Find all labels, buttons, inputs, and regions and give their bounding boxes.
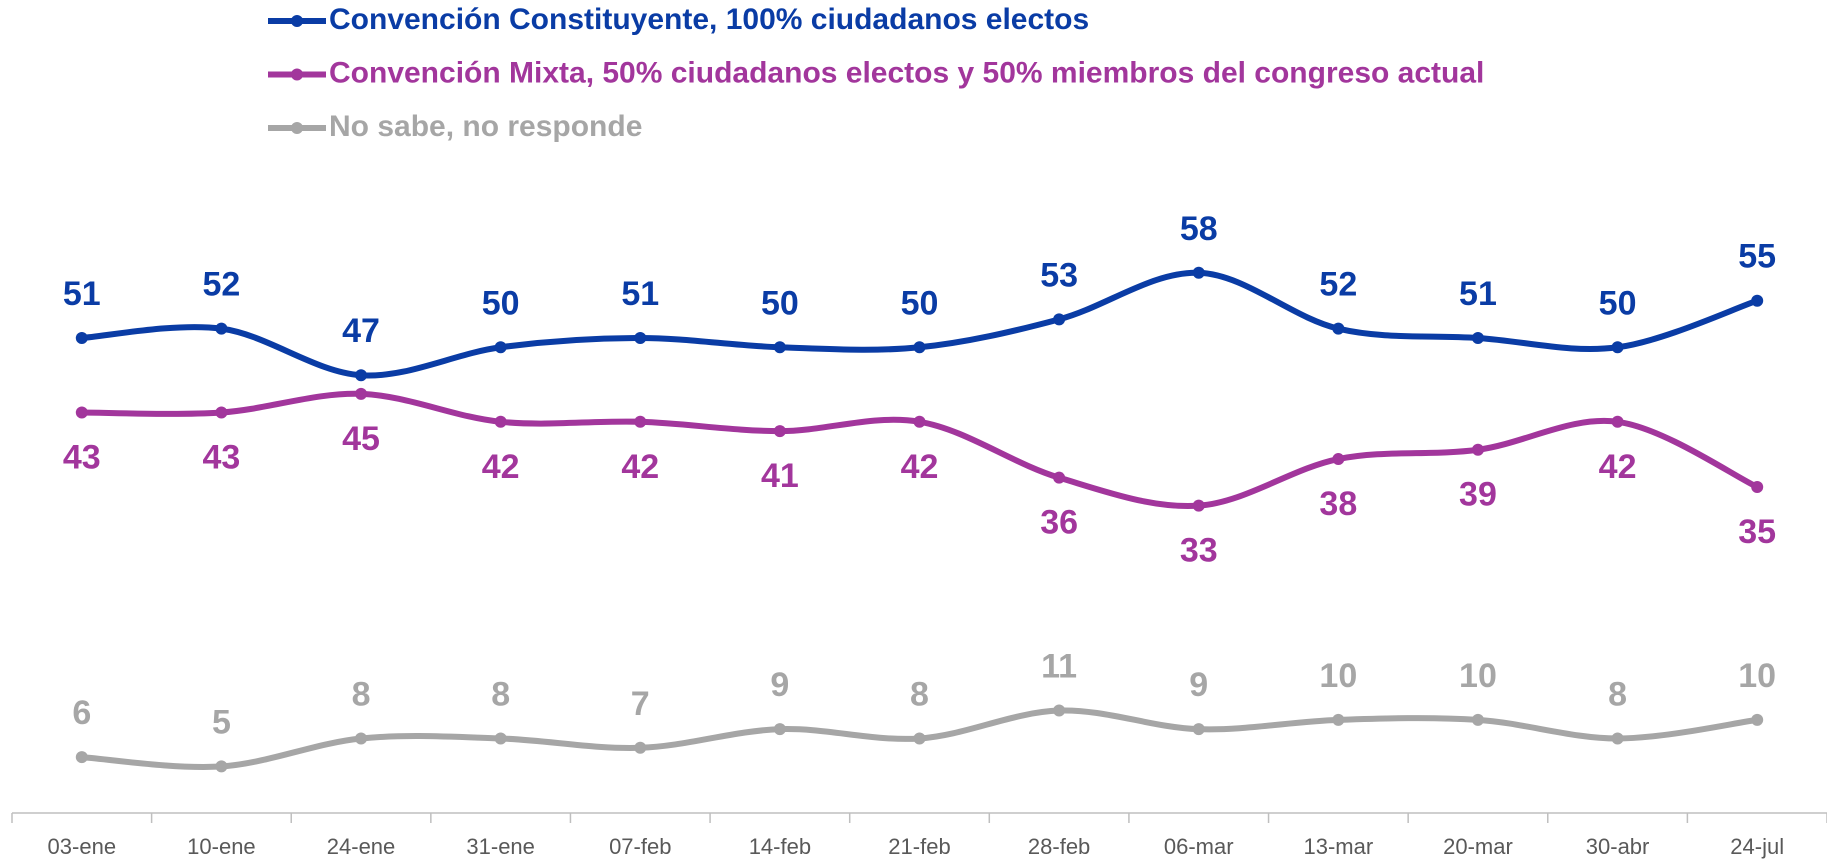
data-point — [1471, 713, 1484, 726]
data-label: 5 — [212, 703, 231, 741]
data-point — [634, 741, 647, 754]
data-label: 43 — [203, 438, 241, 476]
data-point — [1611, 415, 1624, 428]
data-point — [1332, 453, 1345, 466]
x-tick-label: 30-abr — [1586, 834, 1650, 859]
data-point — [1332, 713, 1345, 726]
data-label: 51 — [1459, 275, 1497, 313]
data-point — [1192, 499, 1205, 512]
data-point — [494, 341, 507, 354]
data-point — [1611, 341, 1624, 354]
x-tick-label: 06-mar — [1164, 834, 1234, 859]
data-point — [1471, 443, 1484, 456]
data-label: 51 — [63, 275, 101, 313]
x-tick-label: 03-ene — [48, 834, 117, 859]
data-label: 9 — [770, 666, 789, 704]
x-tick-label: 10-ene — [187, 834, 256, 859]
data-label: 6 — [72, 694, 91, 732]
data-point — [1053, 704, 1066, 717]
data-point — [494, 415, 507, 428]
data-label: 42 — [621, 448, 659, 486]
data-label: 8 — [1608, 675, 1627, 713]
data-label: 36 — [1040, 504, 1078, 542]
data-point — [75, 331, 88, 344]
data-point — [215, 760, 228, 773]
data-label: 8 — [491, 675, 510, 713]
data-point — [355, 387, 368, 400]
x-tick-label: 13-mar — [1304, 834, 1374, 859]
legend-label: Convención Mixta, 50% ciudadanos electos… — [329, 56, 1484, 89]
data-point — [773, 425, 786, 438]
x-tick-label: 28-feb — [1028, 834, 1090, 859]
data-label: 43 — [63, 438, 101, 476]
x-tick-label: 20-mar — [1443, 834, 1513, 859]
data-label: 53 — [1040, 256, 1078, 294]
data-label: 10 — [1738, 657, 1776, 695]
x-tick-label: 24-ene — [327, 834, 396, 859]
data-point — [1471, 331, 1484, 344]
legend-marker — [291, 68, 303, 81]
x-tick-label: 07-feb — [609, 834, 671, 859]
data-label: 55 — [1738, 238, 1776, 276]
legend-label: Convención Constituyente, 100% ciudadano… — [329, 3, 1089, 36]
data-point — [773, 723, 786, 736]
data-point — [215, 406, 228, 419]
data-label: 10 — [1459, 657, 1497, 695]
data-point — [1751, 294, 1764, 307]
data-label: 8 — [910, 675, 929, 713]
data-point — [355, 369, 368, 382]
data-label: 50 — [1599, 284, 1637, 322]
x-tick-label: 31-ene — [466, 834, 535, 859]
data-point — [1332, 322, 1345, 335]
data-label: 10 — [1319, 657, 1357, 695]
data-label: 50 — [901, 284, 939, 322]
data-label: 35 — [1738, 513, 1776, 551]
data-label: 38 — [1319, 485, 1357, 523]
data-label: 52 — [1319, 266, 1357, 304]
data-label: 58 — [1180, 210, 1218, 248]
data-point — [355, 732, 368, 745]
legend-marker — [291, 15, 303, 27]
data-point — [1192, 266, 1205, 279]
data-point — [1053, 313, 1066, 326]
data-point — [1611, 732, 1624, 745]
data-point — [494, 732, 507, 745]
x-tick-label: 24-jul — [1730, 834, 1784, 859]
data-label: 41 — [761, 457, 799, 495]
data-point — [1053, 471, 1066, 484]
legend-label: No sabe, no responde — [329, 110, 642, 143]
data-point — [75, 751, 88, 764]
data-label: 50 — [761, 284, 799, 322]
data-point — [634, 331, 647, 344]
data-point — [634, 415, 647, 428]
data-label: 50 — [482, 284, 520, 322]
legend-marker — [291, 122, 303, 134]
data-point — [913, 341, 926, 354]
x-tick-label: 21-feb — [888, 834, 950, 859]
data-label: 8 — [352, 675, 371, 713]
data-label: 9 — [1189, 666, 1208, 704]
data-point — [1751, 481, 1764, 493]
data-point — [1192, 723, 1205, 736]
data-point — [913, 415, 926, 428]
data-label: 42 — [1599, 448, 1637, 486]
data-label: 39 — [1459, 476, 1497, 514]
data-point — [773, 341, 786, 354]
data-point — [215, 322, 228, 335]
data-point — [913, 732, 926, 745]
data-label: 7 — [631, 685, 650, 723]
data-label: 42 — [482, 448, 520, 486]
x-tick-label: 14-feb — [749, 834, 811, 859]
data-label: 45 — [342, 420, 380, 458]
data-label: 11 — [1041, 648, 1077, 686]
data-point — [1751, 713, 1764, 726]
data-label: 51 — [621, 275, 659, 313]
data-label: 42 — [901, 448, 939, 486]
data-label: 47 — [342, 312, 380, 350]
data-label: 33 — [1180, 532, 1218, 570]
data-label: 52 — [203, 266, 241, 304]
data-point — [75, 406, 88, 419]
